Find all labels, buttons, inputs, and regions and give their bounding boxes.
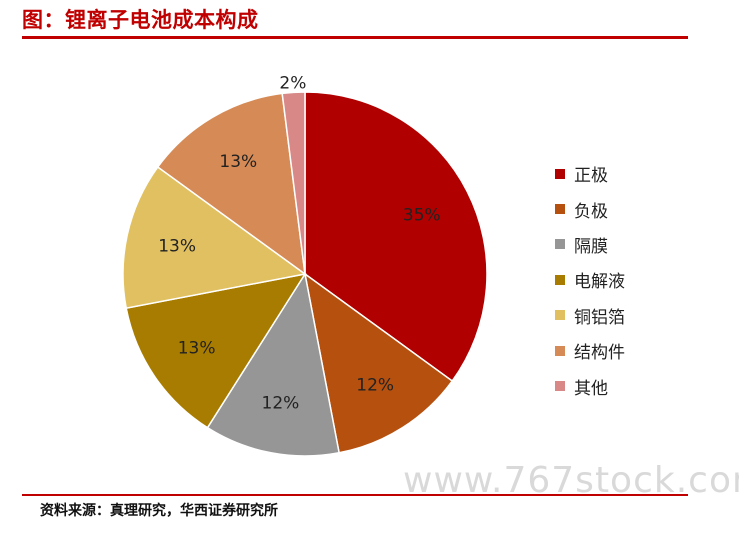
legend-label: 铜铝箔 (574, 307, 625, 328)
legend-label: 负极 (574, 201, 608, 222)
legend-swatch (555, 381, 565, 392)
legend-swatch (555, 310, 565, 321)
legend-item: 其他 (555, 368, 625, 403)
pie-slice-3 (206, 271, 340, 457)
pie-slice-4 (125, 272, 307, 429)
pie-data-labels: 35% 12% 12% 13% 13% 13% 2% (158, 73, 440, 413)
legend-item: 隔膜 (555, 227, 625, 262)
pie-data-label-7: 2% (279, 73, 306, 93)
pie-data-label-2: 12% (356, 376, 394, 396)
footer-divider (22, 494, 688, 496)
legend-label: 其他 (574, 378, 608, 399)
pie-slice-7 (281, 91, 306, 275)
legend-item: 铜铝箔 (555, 298, 625, 333)
pie-data-label-3: 12% (262, 394, 300, 414)
legend-label: 正极 (574, 166, 608, 187)
chart-title: 图：锂离子电池成本构成 (22, 8, 259, 32)
pie-data-label-5: 13% (158, 236, 196, 256)
pie-slice-5 (122, 165, 307, 309)
source-note: 资料来源：真理研究，华西证券研究所 (40, 503, 278, 519)
legend-swatch (555, 168, 565, 179)
pie-data-label-1: 35% (403, 206, 441, 226)
legend-item: 负极 (555, 191, 625, 226)
chart-legend: 正极负极隔膜电解液铜铝箔结构件其他 (555, 156, 625, 404)
title-divider (22, 36, 688, 39)
legend-swatch (555, 274, 565, 285)
pie-slices (122, 91, 488, 457)
legend-item: 结构件 (555, 333, 625, 368)
legend-swatch (555, 239, 565, 250)
pie-data-label-6: 13% (219, 152, 257, 172)
pie-slice-1 (304, 91, 488, 383)
legend-swatch (555, 345, 565, 356)
legend-item: 电解液 (555, 262, 625, 297)
legend-item: 正极 (555, 156, 625, 191)
pie-slice-6 (156, 92, 306, 276)
pie-slice-2 (303, 272, 454, 454)
legend-label: 结构件 (574, 343, 625, 364)
pie-data-label-4: 13% (178, 339, 216, 359)
legend-label: 隔膜 (574, 236, 608, 257)
legend-swatch (555, 204, 565, 215)
legend-label: 电解液 (574, 272, 625, 293)
